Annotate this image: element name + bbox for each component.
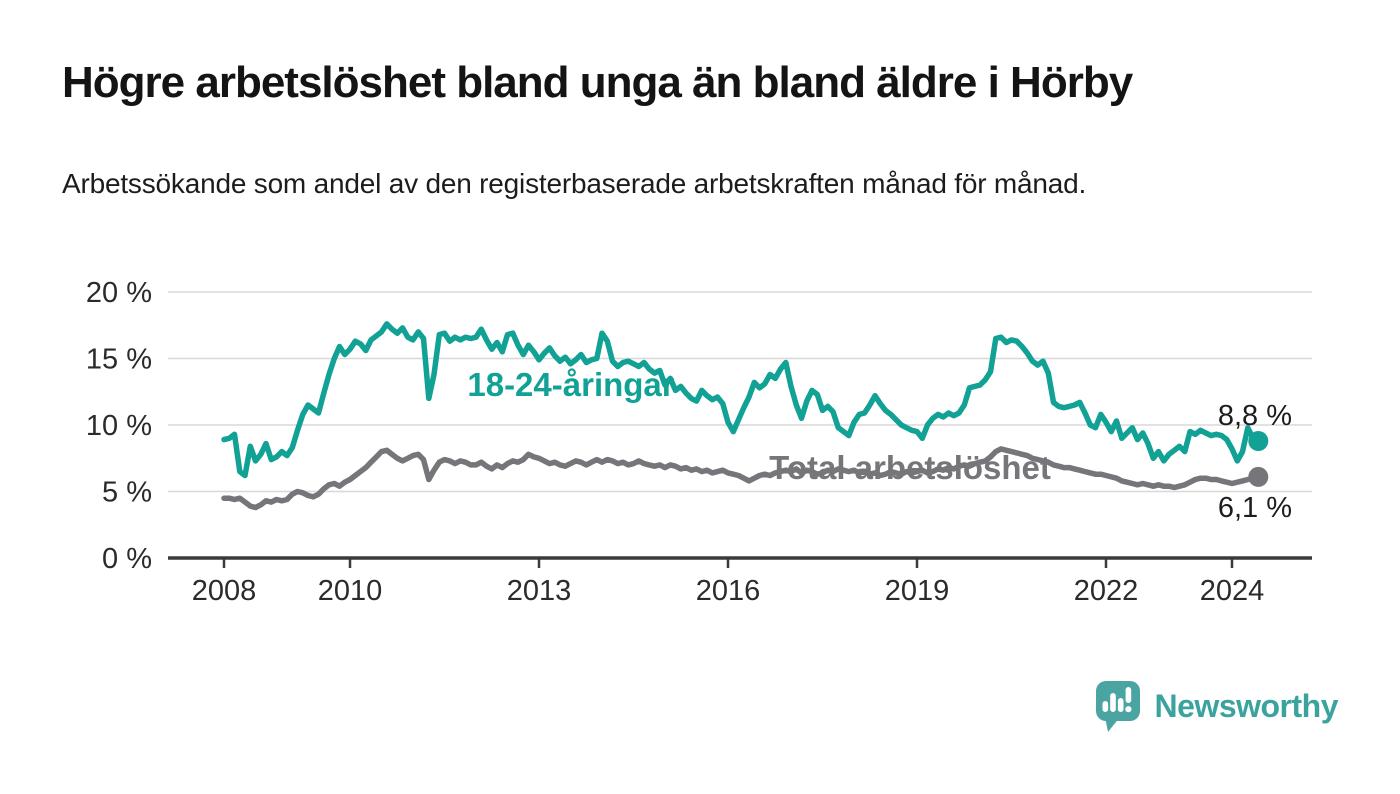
newsworthy-logo: Newsworthy <box>1095 680 1339 733</box>
bar-chart-glyph <box>1102 687 1132 713</box>
x-tick-label: 2019 <box>885 575 950 607</box>
y-tick-label: 0 % <box>102 543 152 575</box>
y-tick-label: 15 % <box>86 344 152 376</box>
y-tick-label: 20 % <box>86 277 152 309</box>
x-tick-label: 2016 <box>696 575 761 607</box>
x-tick-label: 2024 <box>1200 575 1265 607</box>
x-tick-label: 2008 <box>192 575 257 607</box>
series-name-label-youth: 18-24-åringar <box>467 366 674 403</box>
newsworthy-logo-text: Newsworthy <box>1154 688 1339 724</box>
y-tick-label: 10 % <box>86 410 152 442</box>
series-line-youth <box>221 321 1262 479</box>
series-end-value-label-total: 6,1 % <box>1218 492 1292 524</box>
x-tick-label: 2010 <box>318 575 383 607</box>
chart-subtitle: Arbetssökande som andel av den registerb… <box>62 168 1087 199</box>
series-end-value-label-youth: 8,8 % <box>1218 400 1292 432</box>
y-tick-label: 5 % <box>102 477 152 509</box>
line-chart-svg: 0 % 5 % 10 % 15 % 20 % 2008 2010 2013 2016 2019 20… <box>86 277 1312 607</box>
series-end-dot-youth <box>1248 431 1269 451</box>
series-name-label-total: Total arbetslöshet <box>769 449 1051 486</box>
x-tick-label: 2022 <box>1074 575 1139 607</box>
series-line-total <box>221 446 1262 511</box>
page-title: Högre arbetslöshet bland unga än bland ä… <box>62 58 1133 107</box>
series-end-dot-total <box>1248 466 1269 487</box>
x-tick-label: 2013 <box>507 575 572 607</box>
newsworthy-logo-icon <box>1095 681 1140 732</box>
line-chart: 0 % 5 % 10 % 15 % 20 % 2008 2010 2013 2016 2019 20… <box>0 268 1400 628</box>
